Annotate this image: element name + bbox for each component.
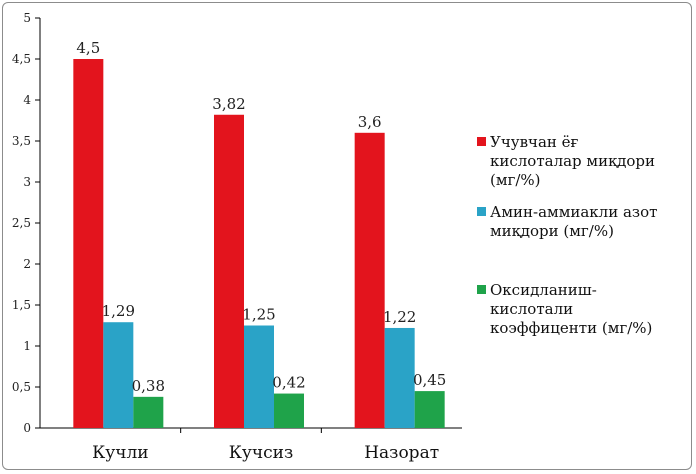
bar xyxy=(244,325,274,428)
legend-label: Учувчан ёғ xyxy=(490,133,579,151)
legend-label: коэффиценти (мг/%) xyxy=(490,319,652,337)
legend-swatch xyxy=(477,207,486,216)
legend-swatch xyxy=(477,137,486,146)
bar xyxy=(414,391,445,428)
y-tick-label: 5 xyxy=(23,11,31,25)
data-label: 0,42 xyxy=(272,374,305,392)
y-tick-label: 3,5 xyxy=(12,134,31,148)
data-label: 1,25 xyxy=(242,306,275,324)
legend-label: кислоталар миқдори xyxy=(490,152,655,170)
x-category-label: Кучсиз xyxy=(229,443,294,463)
y-tick-label: 2,5 xyxy=(12,216,31,230)
legend-label: Оксидланиш- xyxy=(490,281,597,299)
data-label: 0,38 xyxy=(132,377,165,395)
bar xyxy=(133,396,164,428)
data-label: 3,82 xyxy=(212,95,245,113)
y-tick-label: 4,5 xyxy=(12,52,31,66)
y-tick-label: 3 xyxy=(23,175,31,189)
data-label: 1,29 xyxy=(102,302,135,320)
bar xyxy=(214,114,244,428)
bar xyxy=(354,132,385,429)
y-tick-label: 1,5 xyxy=(12,298,31,312)
bar xyxy=(274,393,304,428)
legend-label: миқдори (мг/%) xyxy=(490,222,614,240)
legend-label: кислотали xyxy=(490,300,573,318)
y-tick-label: 4 xyxy=(23,93,31,107)
bar xyxy=(73,59,104,428)
legend-label: Амин-аммиакли азот xyxy=(490,203,657,221)
x-category-label: Назорат xyxy=(364,443,439,463)
data-label: 0,45 xyxy=(413,371,446,389)
data-label: 4,5 xyxy=(76,39,100,57)
y-tick-label: 0 xyxy=(23,421,31,435)
x-category-label: Кучли xyxy=(92,443,149,463)
y-tick-label: 1 xyxy=(23,339,31,353)
bar xyxy=(384,327,415,428)
bar xyxy=(103,322,134,428)
legend-swatch xyxy=(477,285,486,294)
data-label: 3,6 xyxy=(358,113,382,131)
y-tick-label: 0,5 xyxy=(12,380,31,394)
legend-label: (мг/%) xyxy=(490,171,541,189)
data-label: 1,22 xyxy=(383,308,416,326)
y-tick-label: 2 xyxy=(23,257,31,271)
